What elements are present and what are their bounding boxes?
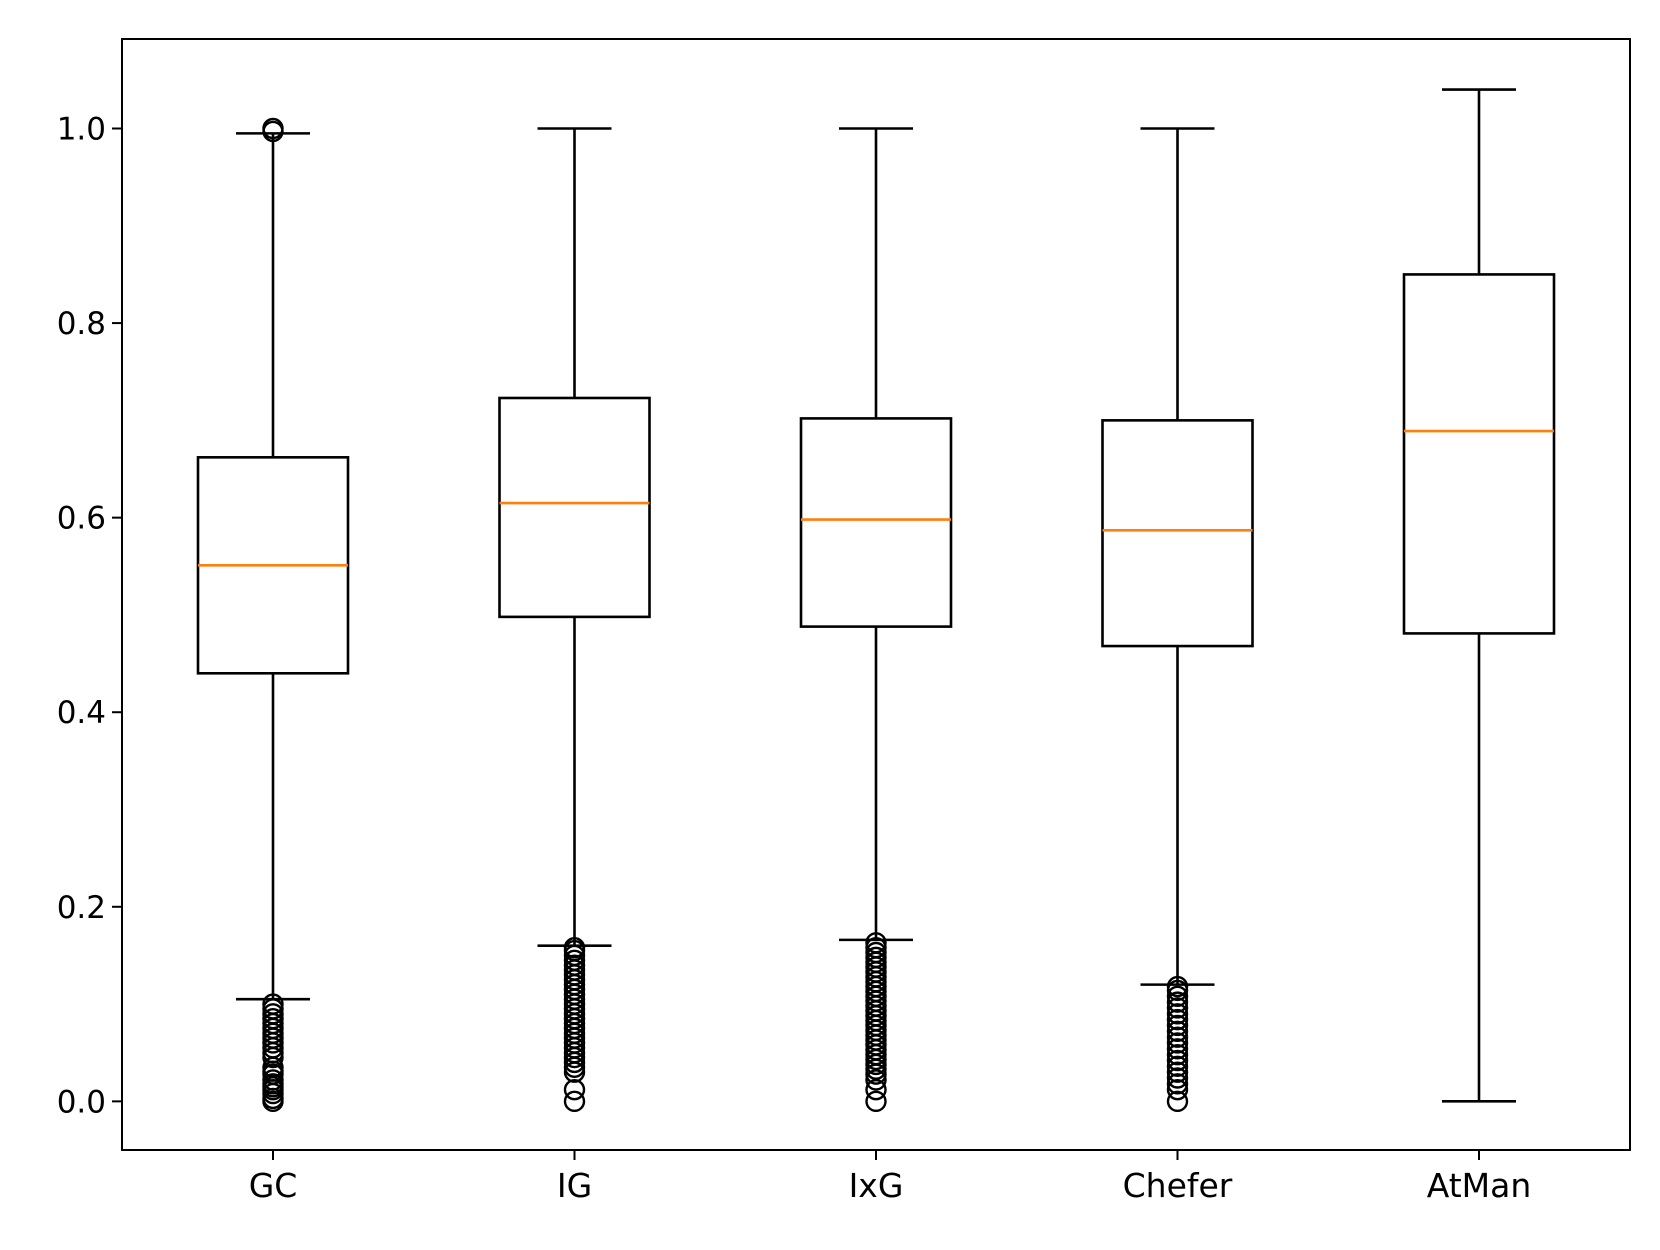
outlier-point [865, 932, 887, 954]
outlier-point [1166, 985, 1189, 1007]
outlier-point [1166, 1090, 1189, 1113]
plot-area [196, 88, 1556, 1113]
outlier-point [1166, 1026, 1189, 1048]
outlier-point [1166, 1003, 1189, 1025]
box-group [799, 127, 953, 1113]
box-group [1402, 88, 1556, 1103]
outlier-point [865, 1078, 887, 1101]
outlier-point [262, 993, 284, 1015]
outlier-point [262, 1069, 284, 1091]
outlier-point [1166, 975, 1189, 998]
outlier-point [1166, 1067, 1189, 1089]
x-tick-label: IG [557, 1166, 592, 1205]
box-group [196, 117, 350, 1113]
x-tick-label: Chefer [1123, 1166, 1233, 1205]
box-group [1101, 127, 1254, 1113]
outlier-point [1166, 1049, 1189, 1072]
y-tick-label: 0.2 [57, 890, 106, 926]
axes: GC IG IxG Chefer AtMan 0.0 0.2 0.4 0.6 0.8 1.0 [57, 112, 1532, 1205]
y-tick-label: 1.0 [57, 112, 106, 148]
outlier-point [563, 936, 586, 959]
box-iqr [498, 396, 651, 619]
outlier-point [1166, 1014, 1189, 1037]
y-tick-label: 0.4 [57, 695, 106, 731]
outlier-point [563, 1078, 586, 1101]
outlier-point [1166, 1038, 1189, 1060]
y-tick-label: 0.8 [57, 306, 106, 342]
outlier-point [1166, 1043, 1189, 1066]
outlier-point [1166, 1008, 1189, 1031]
x-tick-label: IxG [849, 1166, 904, 1205]
outlier-point [1166, 1078, 1189, 1101]
outlier-point [1166, 991, 1189, 1013]
outlier-point [1166, 997, 1189, 1019]
outlier-point [1166, 1055, 1189, 1078]
outlier-point [563, 1090, 586, 1113]
outlier-point [262, 117, 284, 140]
x-tick-label: GC [249, 1166, 298, 1205]
y-tick-label: 0.0 [57, 1084, 106, 1120]
box-iqr [1101, 419, 1254, 648]
outlier-point [865, 1090, 887, 1113]
outlier-point [1166, 1073, 1189, 1095]
x-tick-label: AtMan [1427, 1166, 1532, 1205]
outlier-point [1166, 1032, 1189, 1054]
box-iqr [1402, 273, 1556, 635]
box-iqr [799, 417, 953, 628]
outlier-point [1166, 1020, 1189, 1043]
outlier-point [865, 1069, 887, 1091]
box-group [498, 127, 651, 1113]
y-tick-label: 0.6 [57, 501, 106, 537]
outlier-point [1166, 1061, 1189, 1083]
